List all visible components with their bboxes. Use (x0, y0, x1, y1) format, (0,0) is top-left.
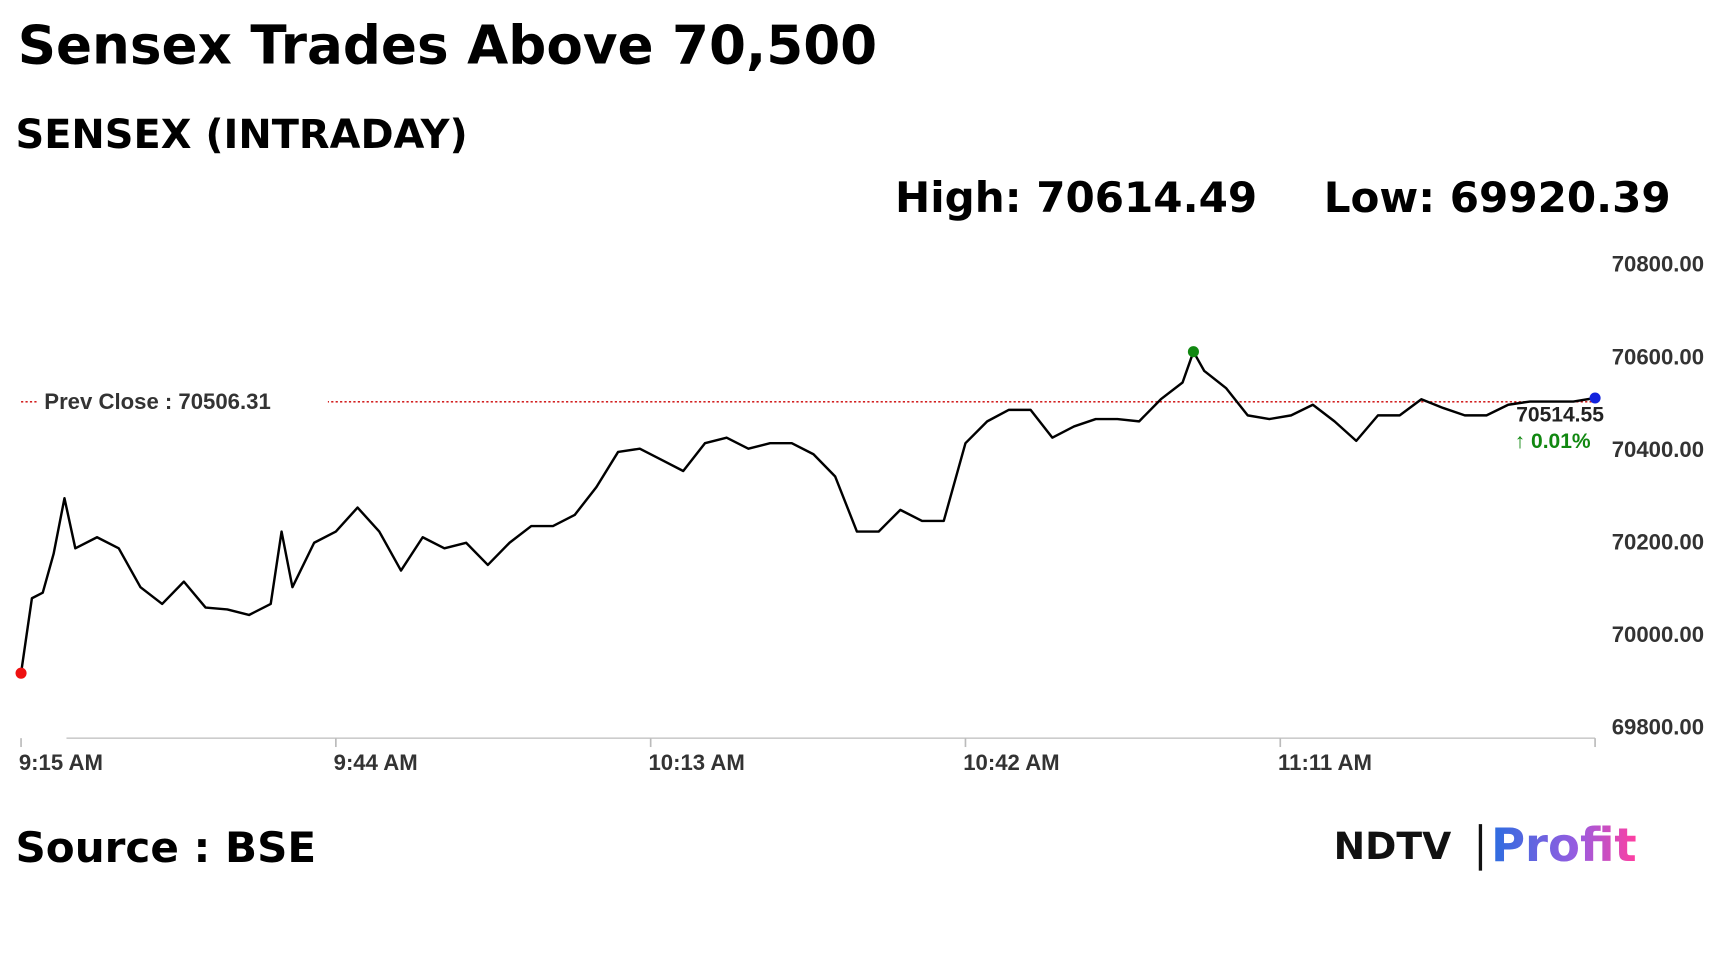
change-label: ↑ 0.01% (1515, 430, 1591, 453)
price-line (19, 350, 1596, 674)
y-tick-label: 70000.00 (1612, 622, 1704, 647)
high-label: High: 70614.49 (895, 173, 1257, 222)
x-tick-label: 10:13 AM (648, 750, 744, 775)
last-value-label: 70514.55 (1516, 403, 1604, 426)
source: Source : BSE (16, 823, 317, 872)
y-tick-label: 70200.00 (1612, 530, 1704, 555)
prev-close-bg (37, 386, 328, 418)
low-marker (15, 667, 27, 679)
logo-right: Profit (1491, 818, 1637, 872)
y-tick-label: 69800.00 (1612, 715, 1704, 740)
y-tick-label: 70400.00 (1612, 437, 1704, 462)
x-tick-label: 9:44 AM (334, 750, 418, 775)
y-tick-label: 70800.00 (1612, 252, 1704, 277)
chart-title: Sensex Trades Above 70,500 (18, 14, 877, 76)
high-marker (1187, 346, 1199, 358)
logo-left: NDTV (1334, 824, 1452, 868)
last-marker (1589, 392, 1601, 404)
logo-divider (1478, 824, 1483, 871)
plot: 9:15 AM 9:44 AM 10:13 AM 10:42 AM 11:11 AM 69… (15, 252, 1704, 775)
chart-subtitle: SENSEX (INTRADAY) (16, 112, 468, 158)
low-label: Low: 69920.39 (1324, 173, 1671, 222)
prev-close-label: Prev Close : 70506.31 (44, 389, 270, 414)
y-tick-label: 70600.00 (1612, 344, 1704, 369)
x-tick-label: 10:42 AM (963, 750, 1059, 775)
x-tick-label: 11:11 AM (1278, 750, 1372, 775)
x-tick-label: 9:15 AM (19, 750, 103, 775)
